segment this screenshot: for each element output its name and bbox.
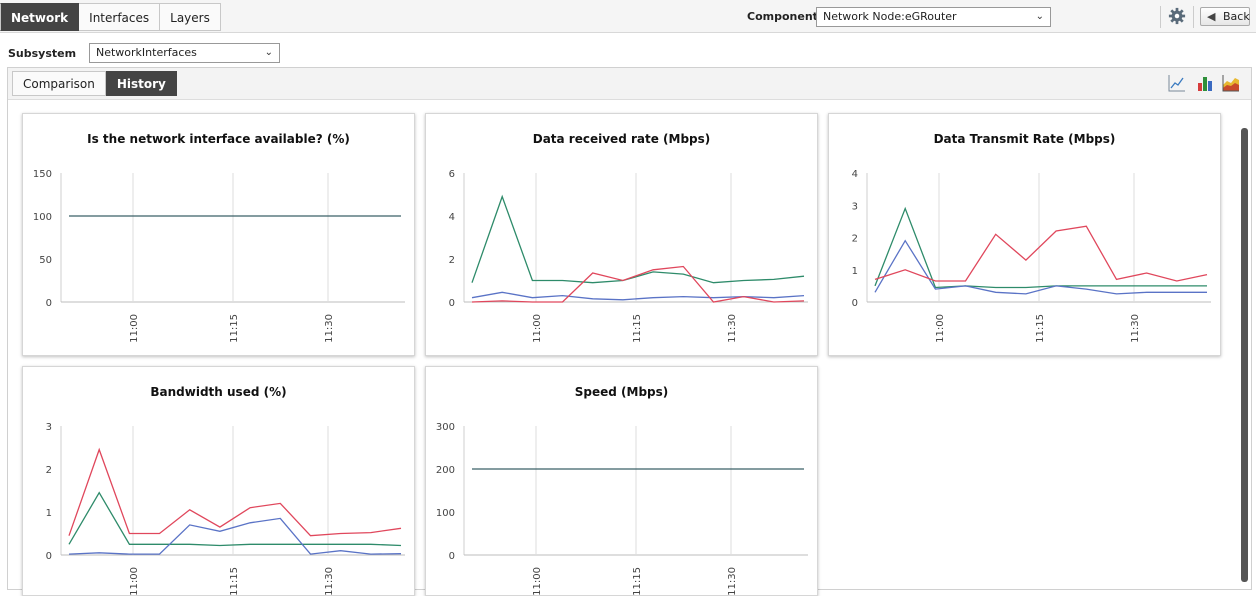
tab-interfaces[interactable]: Interfaces [79, 3, 161, 31]
y-tick-label: 2 [46, 465, 52, 476]
x-tick-label: 11:00 [532, 314, 543, 343]
series-line [874, 206, 1207, 289]
bandwidth-chart: 11:00 11:15 11:30 0 1 2 3 [46, 422, 405, 596]
chart-card-bandwidth: Bandwidth used (%) 11:00 11:15 11:30 0 1 2 3 [22, 366, 415, 596]
x-tick-label: 11:15 [632, 567, 643, 596]
divider [1160, 6, 1161, 28]
y-tick-label: 2 [449, 255, 455, 266]
y-tick-label: 4 [852, 169, 858, 180]
series-line [68, 447, 402, 537]
chart-card-availability: Is the network interface available? (%) … [22, 113, 415, 356]
series-line [471, 265, 805, 303]
speed-chart: 11:00 11:15 11:30 0 100 200 300 [436, 422, 808, 596]
back-button-label: Back [1223, 10, 1250, 23]
x-tick-label: 11:00 [935, 314, 946, 343]
series-line [471, 194, 805, 284]
panel-tabbar: Comparison History [8, 68, 1251, 100]
area-chart-icon[interactable] [1222, 74, 1240, 92]
y-tick-label: 0 [449, 551, 455, 562]
data-transmit-chart: 11:00 11:15 11:30 0 1 2 3 4 [852, 169, 1211, 343]
x-tick-label: 11:15 [229, 314, 240, 343]
chart-card-data-transmit: Data Transmit Rate (Mbps) 11:00 11:15 11:3… [828, 113, 1221, 356]
y-tick-label: 6 [449, 169, 455, 180]
x-tick-label: 11:15 [632, 314, 643, 343]
subsystem-label: Subsystem [8, 47, 77, 60]
y-tick-label: 100 [436, 508, 455, 519]
y-tick-label: 200 [436, 465, 455, 476]
back-button[interactable]: ◀ Back [1200, 7, 1250, 26]
subsystem-select[interactable]: NetworkInterfaces ⌄ [89, 43, 280, 63]
x-tick-label: 11:30 [324, 567, 335, 596]
top-tabs: Network Interfaces Layers [0, 3, 221, 31]
y-tick-label: 0 [46, 298, 52, 309]
series-line [68, 491, 402, 547]
chart-title: Data received rate (Mbps) [532, 132, 711, 146]
y-tick-label: 300 [436, 422, 455, 433]
component-label: Component [747, 10, 818, 23]
y-tick-label: 150 [33, 169, 52, 180]
chart-title: Speed (Mbps) [574, 385, 669, 399]
chart-title: Is the network interface available? (%) [87, 132, 350, 146]
x-tick-label: 11:15 [229, 567, 240, 596]
y-tick-label: 0 [852, 298, 858, 309]
y-tick-label: 0 [449, 298, 455, 309]
chart-card-speed: Speed (Mbps) 11:00 11:15 11:30 0 100 200 300 [425, 366, 818, 596]
x-tick-label: 11:00 [532, 567, 543, 596]
line-chart-icon[interactable] [1168, 74, 1186, 92]
y-tick-label: 1 [46, 508, 52, 519]
component-select[interactable]: Network Node:eGRouter ⌄ [816, 7, 1051, 27]
series-line [471, 291, 805, 301]
bar-chart-icon[interactable] [1196, 74, 1214, 92]
top-toolbar: Network Interfaces Layers Component Netw… [0, 0, 1256, 33]
y-tick-label: 3 [852, 201, 858, 212]
x-tick-label: 11:30 [727, 314, 738, 343]
y-tick-label: 50 [39, 255, 52, 266]
x-tick-label: 11:00 [129, 314, 140, 343]
x-tick-label: 11:00 [129, 567, 140, 596]
chevron-down-icon: ⌄ [264, 47, 273, 58]
x-tick-label: 11:30 [727, 567, 738, 596]
panel-tabs: Comparison History [12, 71, 177, 96]
y-tick-label: 0 [46, 551, 52, 562]
chart-card-data-received: Data received rate (Mbps) 11:00 11:15 11:3… [425, 113, 818, 356]
y-tick-label: 3 [46, 422, 52, 433]
component-select-value: Network Node:eGRouter [823, 10, 957, 23]
tab-layers[interactable]: Layers [160, 3, 221, 31]
chart-title: Data Transmit Rate (Mbps) [933, 132, 1116, 146]
y-tick-label: 1 [852, 266, 858, 277]
divider [1193, 6, 1194, 28]
y-tick-label: 100 [33, 212, 52, 223]
subsystem-select-value: NetworkInterfaces [96, 46, 197, 59]
x-tick-label: 11:15 [1035, 314, 1046, 343]
x-tick-label: 11:30 [324, 314, 335, 343]
y-tick-label: 4 [449, 212, 455, 223]
tab-network[interactable]: Network [0, 3, 80, 31]
back-arrow-icon: ◀ [1207, 10, 1216, 23]
gear-icon[interactable] [1168, 7, 1186, 25]
tab-comparison[interactable]: Comparison [12, 71, 106, 96]
x-tick-label: 11:30 [1130, 314, 1141, 343]
chevron-down-icon: ⌄ [1035, 11, 1044, 22]
data-received-chart: 11:00 11:15 11:30 0 2 4 6 [449, 169, 808, 343]
availability-chart: 11:00 11:15 11:30 0 50 100 150 [33, 169, 405, 343]
tab-history[interactable]: History [105, 71, 177, 96]
y-tick-label: 2 [852, 234, 858, 245]
scrollbar[interactable] [1241, 128, 1248, 582]
series-line [874, 225, 1208, 282]
series-line [68, 517, 402, 555]
series-line [874, 239, 1207, 295]
chart-title: Bandwidth used (%) [150, 385, 287, 399]
